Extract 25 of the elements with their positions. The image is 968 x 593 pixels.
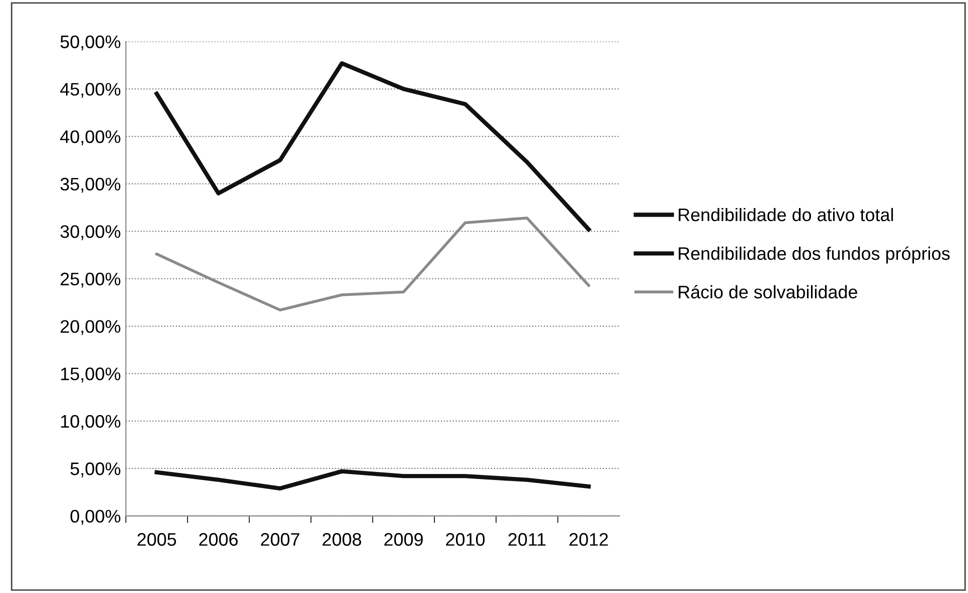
x-tick-label: 2007 (260, 533, 300, 546)
y-tick-label: 25,00% (60, 272, 120, 288)
x-tick-label: 2010 (446, 533, 485, 546)
y-tick-label: 45,00% (60, 82, 120, 98)
y-tick-label: 35,00% (60, 178, 120, 193)
x-tick-label: 2008 (322, 533, 362, 546)
line-series (154, 469, 591, 490)
y-tick-label: 50,00% (60, 35, 120, 50)
y-tick-label: 30,00% (60, 225, 120, 240)
legend-label: Rendibilidade do ativo total (678, 208, 893, 222)
line-series (154, 61, 591, 232)
line-series (155, 216, 590, 312)
x-tick-label: 2009 (384, 533, 423, 546)
y-tick-label: 10,00% (61, 414, 120, 430)
y-tick-label: 5,00% (70, 462, 120, 478)
x-tick-label: 2011 (508, 533, 546, 546)
y-tick-label: 15,00% (61, 368, 120, 382)
y-tick-label: 40,00% (60, 130, 120, 146)
x-tick-label: 2012 (569, 533, 608, 546)
y-tick-label: 20,00% (60, 320, 120, 336)
x-tick-label: 2005 (138, 533, 176, 546)
legend-label: Rendibilidade dos fundos próprios (678, 246, 950, 264)
y-tick-label: 0,00% (70, 510, 120, 525)
x-tick-label: 2006 (199, 533, 238, 546)
legend-label: Rácio de solvabilidade (678, 284, 858, 298)
